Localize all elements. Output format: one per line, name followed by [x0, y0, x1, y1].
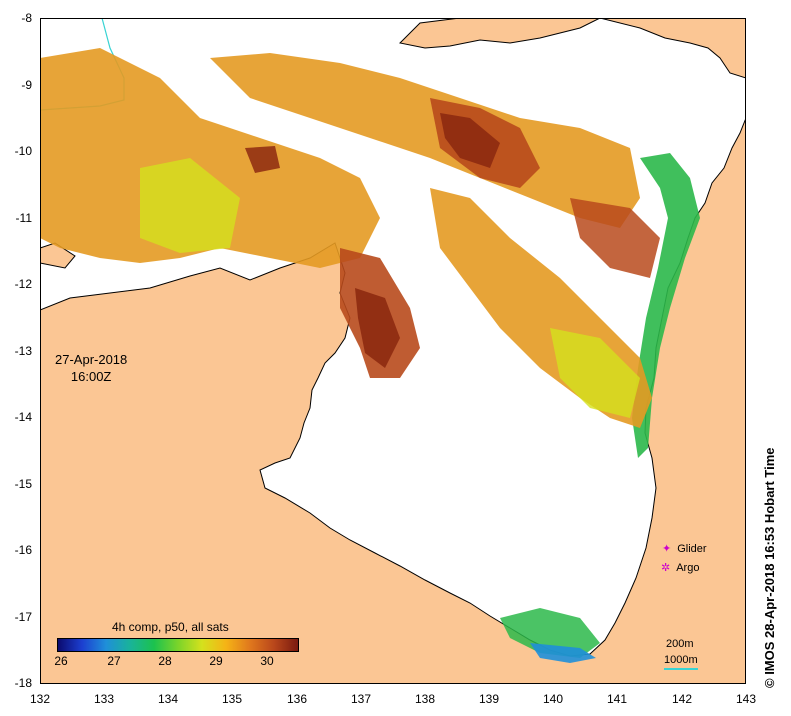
- lon-tick: 140: [542, 692, 564, 706]
- colorbar-tick: 28: [158, 654, 172, 668]
- sst-patch-yellow: [140, 158, 240, 253]
- map-frame: [40, 18, 746, 684]
- isobath-1000m-swatch: [664, 668, 698, 670]
- colorbar: [57, 638, 299, 652]
- lon-tick: 135: [221, 692, 243, 706]
- argo-marker-icon: ✲: [661, 562, 671, 574]
- isobath-1000m-label: 1000m: [664, 654, 698, 666]
- colorbar-title: 4h comp, p50, all sats: [112, 620, 229, 634]
- lat-tick: -10: [14, 144, 32, 158]
- date-text: 27-Apr-2018: [55, 352, 128, 367]
- lon-tick: 143: [735, 692, 757, 706]
- sst-patch-cool-east: [632, 153, 700, 458]
- colorbar-tick: 30: [260, 654, 274, 668]
- glider-marker-icon: ✦: [662, 543, 672, 555]
- lon-tick: 142: [671, 692, 693, 706]
- lat-tick: -18: [14, 676, 32, 690]
- sst-patch-hot-west: [245, 146, 280, 173]
- lat-tick: -8: [21, 11, 32, 25]
- lon-tick: 133: [93, 692, 115, 706]
- legend-argo: ✲ Argo: [661, 561, 699, 574]
- glider-label: Glider: [677, 543, 707, 555]
- new-guinea-land: [398, 18, 601, 49]
- time-text: 16:00Z: [70, 369, 112, 384]
- colorbar-tick: 29: [209, 654, 223, 668]
- lat-tick: -9: [21, 78, 32, 92]
- lat-tick: -13: [14, 344, 32, 358]
- lon-tick: 137: [350, 692, 372, 706]
- lat-tick: -16: [14, 543, 32, 557]
- legend-glider: ✦ Glider: [662, 542, 707, 555]
- cape-york-land: [599, 18, 746, 79]
- sst-patch-mid-north: [210, 53, 640, 228]
- lon-tick: 136: [286, 692, 308, 706]
- lat-tick: -12: [14, 277, 32, 291]
- argo-label: Argo: [676, 562, 700, 574]
- sst-map: [40, 18, 746, 684]
- map-border: [40, 18, 746, 684]
- lat-tick: -11: [15, 211, 32, 225]
- sst-patch-hot-north: [440, 113, 500, 168]
- lon-tick: 139: [478, 692, 500, 706]
- date-time-label: 27-Apr-2018 16:00Z: [55, 351, 127, 385]
- imos-watermark: © IMOS 28-Apr-2018 16:53 Hobart Time: [762, 447, 777, 688]
- sst-patch-blue-south: [530, 643, 596, 663]
- sst-patch-cool-south: [500, 608, 600, 658]
- lat-tick: -17: [14, 610, 32, 624]
- sst-patch-warm-east: [570, 198, 660, 278]
- isobath-200m-label: 200m: [666, 638, 694, 650]
- lon-tick: 141: [606, 692, 628, 706]
- lon-tick: 138: [414, 692, 436, 706]
- lat-tick: -15: [14, 477, 32, 491]
- lat-tick: -14: [14, 410, 32, 424]
- lon-tick: 134: [157, 692, 179, 706]
- colorbar-tick: 26: [54, 654, 68, 668]
- colorbar-tick: 27: [107, 654, 121, 668]
- sst-patch-yellow-se: [550, 328, 640, 418]
- lon-tick: 132: [29, 692, 51, 706]
- sst-patch-hot-central: [355, 288, 400, 368]
- sst-patch-mid-west: [40, 48, 380, 268]
